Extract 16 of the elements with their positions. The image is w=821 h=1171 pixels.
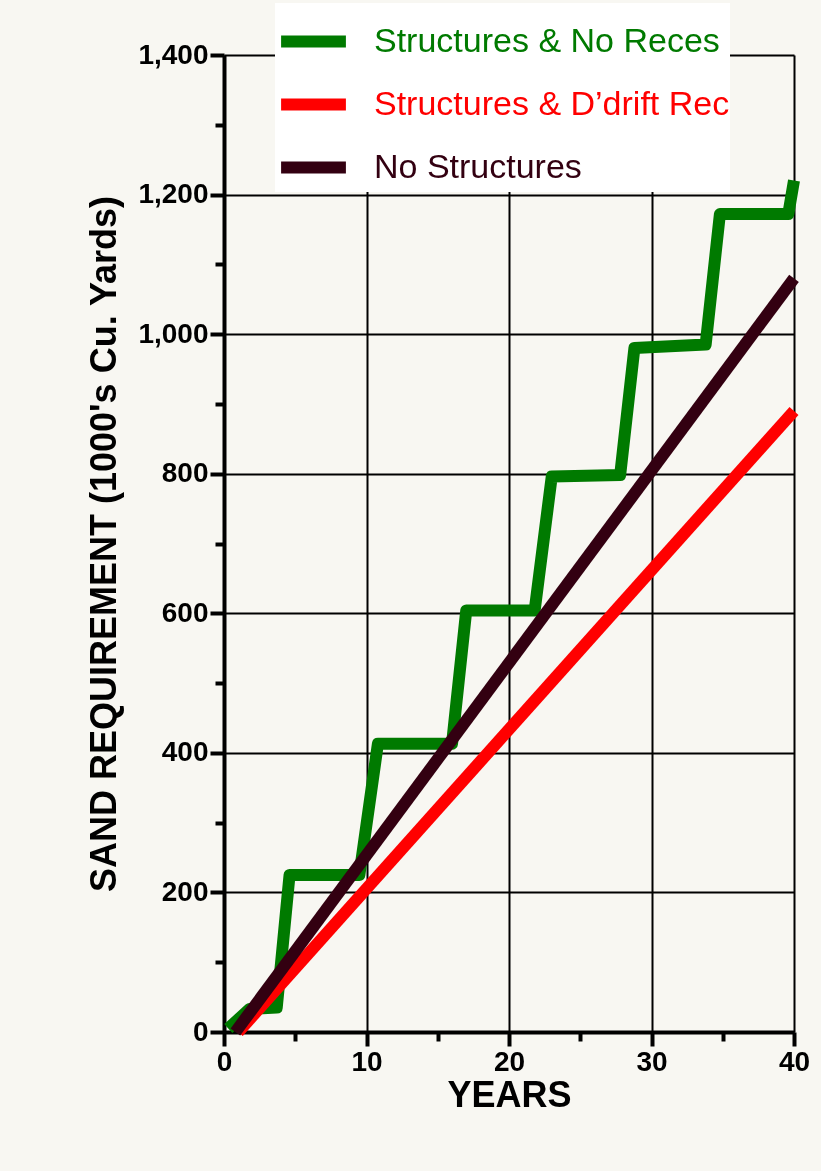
x-tick-label: 40: [778, 1045, 811, 1077]
y-tick-label: 0: [192, 1015, 209, 1047]
y-tick-label: 1,200: [138, 178, 209, 210]
y-axis-title: SAND REQUIREMENT (1000's Cu. Yards): [83, 195, 125, 893]
y-tick-label: 1,000: [138, 317, 209, 349]
legend-label: Structures & D’drift Rec: [374, 83, 730, 122]
legend-label: Structures & No Reces: [374, 20, 720, 59]
x-tick-label: 30: [636, 1045, 668, 1077]
y-tick-label: 400: [161, 736, 209, 768]
x-tick-label: 0: [216, 1045, 233, 1077]
legend-label: No Structures: [374, 146, 582, 185]
x-tick-label: 10: [351, 1045, 383, 1077]
y-tick-label: 1,400: [138, 38, 209, 70]
y-tick-label: 200: [161, 875, 209, 907]
y-tick-label: 800: [161, 457, 209, 489]
y-tick-label: 600: [161, 596, 209, 628]
